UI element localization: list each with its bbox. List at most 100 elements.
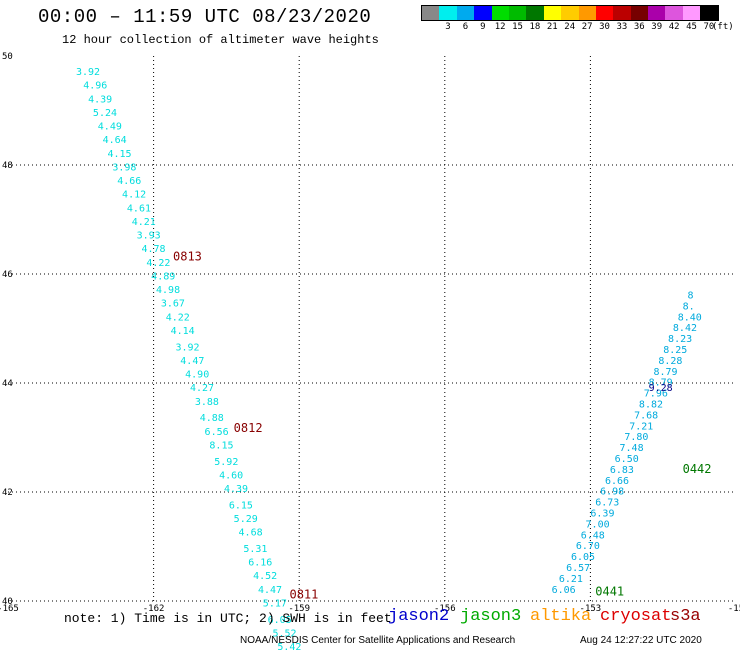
- wave-height-point: 3.67: [161, 299, 185, 310]
- track-time-label: 0441: [595, 585, 624, 599]
- wave-height-point: 5.92: [214, 457, 238, 468]
- legend-swatch: [682, 6, 701, 20]
- wave-height-point: 6.39: [590, 509, 614, 520]
- legend-label: 42: [668, 22, 680, 32]
- wave-height-point: 3.92: [175, 342, 199, 353]
- legend-label: 36: [633, 22, 645, 32]
- wave-height-point: 4.61: [127, 203, 151, 214]
- wave-height-point: 3.93: [137, 231, 161, 242]
- track-time-label: 0813: [173, 249, 202, 263]
- wave-height-point: 4.39: [88, 94, 112, 105]
- wave-height-point: 8.: [683, 301, 695, 312]
- wave-height-point: 8.28: [658, 356, 682, 367]
- wave-height-point: 4.88: [200, 413, 224, 424]
- y-tick-label: 42: [2, 488, 13, 498]
- track-time-label: 0812: [234, 421, 263, 435]
- footer-note: note: 1) Time is in UTC; 2) SWH is in fe…: [64, 611, 392, 626]
- satellite-altika: altika: [530, 607, 592, 626]
- legend-swatch: [613, 6, 631, 20]
- wave-height-point: 8.82: [639, 400, 663, 411]
- wave-height-point: 7.96: [644, 389, 668, 400]
- wave-height-point: 6.06: [552, 585, 576, 596]
- wave-height-point: 4.14: [171, 326, 195, 337]
- legend-swatch: [422, 6, 440, 20]
- wave-height-point: 6.05: [571, 552, 595, 563]
- legend-swatch: [526, 6, 544, 20]
- satellite-jason2: jason2: [388, 607, 450, 626]
- wave-height-point: 6.57: [566, 563, 590, 574]
- legend-label: 6: [462, 22, 469, 32]
- legend-swatch: [648, 6, 666, 20]
- wave-height-point: 4.15: [107, 149, 131, 160]
- track-time-label: 0442: [683, 462, 712, 476]
- legend-swatch: [561, 6, 579, 20]
- wave-height-point: 5.52: [273, 628, 297, 639]
- legend-swatch: [456, 6, 475, 20]
- legend-swatch: [700, 6, 718, 20]
- wave-height-point: 7.48: [620, 443, 644, 454]
- wave-height-point: 5.29: [234, 514, 258, 525]
- wave-height-point: 4.21: [132, 217, 156, 228]
- wave-height-point-highlight: 9.28: [649, 383, 673, 394]
- legend-label: 27: [581, 22, 593, 32]
- y-tick-label: 48: [2, 161, 13, 171]
- wave-height-point: 4.98: [156, 285, 180, 296]
- wave-height-point: 4.22: [146, 258, 170, 269]
- legend-label: 3: [445, 22, 451, 32]
- x-tick-label: -156: [434, 604, 456, 614]
- wave-height-point: 6.16: [248, 558, 272, 569]
- wave-height-point: 4.39: [224, 484, 248, 495]
- wave-height-point: 8.25: [663, 345, 687, 356]
- wave-height-point: 5.42: [277, 642, 301, 650]
- satellite-cryosat: cryosat: [600, 607, 672, 626]
- legend-unit: (ft): [712, 22, 734, 32]
- legend-swatch: [595, 6, 614, 20]
- wave-height-point: 4.89: [151, 271, 175, 282]
- y-tick-label: 46: [2, 270, 13, 280]
- satellite-s3a: s3a: [670, 607, 701, 626]
- wave-height-point: 8.23: [668, 334, 692, 345]
- x-tick-label: -153: [580, 604, 602, 614]
- credit-text: NOAA/NESDIS Center for Satellite Applica…: [240, 635, 516, 646]
- wave-height-point: 6.83: [610, 465, 634, 476]
- legend-label: 33: [616, 22, 628, 32]
- x-tick-label: -162: [143, 604, 165, 614]
- legend-label: 15: [512, 22, 523, 32]
- legend-swatch: [439, 6, 457, 20]
- wave-height-point: 3.98: [112, 162, 136, 173]
- legend-swatch: [630, 6, 649, 20]
- legend-label: 39: [651, 22, 663, 32]
- legend-swatch: [543, 6, 562, 20]
- wave-height-point: 3.92: [76, 67, 100, 78]
- legend-label: 21: [546, 22, 558, 32]
- wave-height-point: 4.96: [83, 81, 107, 92]
- wave-height-point: 6.21: [559, 574, 583, 585]
- wave-height-point: 4.78: [141, 244, 165, 255]
- color-legend: [421, 5, 719, 21]
- y-tick-label: 40: [2, 597, 13, 607]
- wave-height-point: 8.79: [649, 378, 673, 389]
- wave-height-point: 6.50: [615, 454, 639, 465]
- wave-height-point: 4.64: [103, 135, 127, 146]
- wave-height-point: 4.66: [117, 176, 141, 187]
- wave-height-point: 7.80: [624, 432, 648, 443]
- wave-height-point: 6.73: [595, 498, 619, 509]
- legend-label: 9: [480, 22, 486, 32]
- wave-height-point: 6.15: [229, 500, 253, 511]
- wave-height-point: 5.31: [243, 544, 267, 555]
- wave-height-point: 6.48: [581, 530, 605, 541]
- chart-title: 00:00 – 11:59 UTC 08/23/2020: [38, 6, 372, 28]
- legend-label: 24: [564, 22, 576, 32]
- wave-height-point: 4.60: [219, 470, 243, 481]
- wave-height-point: 4.22: [166, 312, 190, 323]
- legend-swatch: [578, 6, 596, 20]
- wave-height-point: 7.00: [586, 519, 610, 530]
- wave-height-point: 3.88: [195, 397, 219, 408]
- wave-height-point: 4.49: [98, 122, 122, 133]
- wave-height-point: 4.52: [253, 571, 277, 582]
- wave-height-point: 5.24: [93, 108, 117, 119]
- generated-timestamp: Aug 24 12:27:22 UTC 2020: [580, 635, 702, 646]
- wave-height-point: 8: [687, 291, 693, 302]
- chart-subtitle: 12 hour collection of altimeter wave hei…: [62, 33, 379, 47]
